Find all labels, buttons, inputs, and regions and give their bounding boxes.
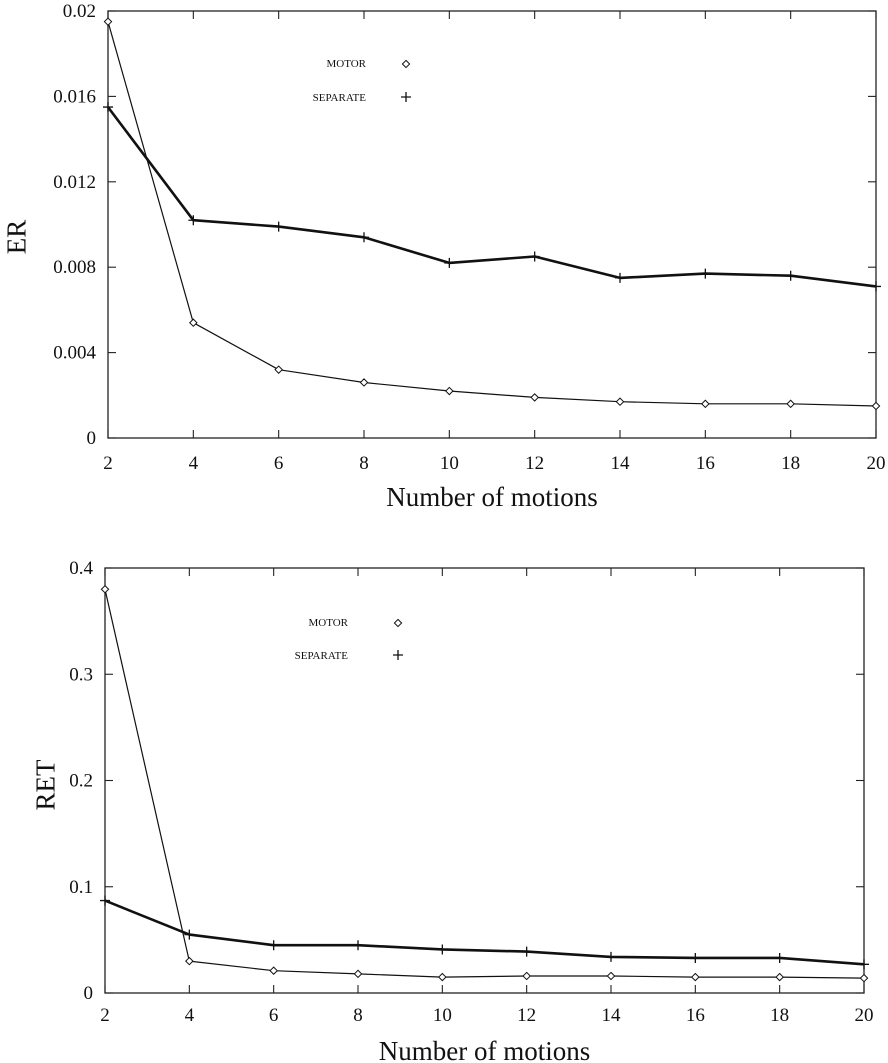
plot-frame: [107, 10, 877, 439]
ret-chart: 2 4 6 8 10 12 14 16 18 20 0 0.1 0.2 0.3 0.4 Number of m…: [30, 558, 873, 1063]
y-axis-title: ER: [1, 220, 31, 255]
x-tick-label: 6: [269, 1005, 279, 1026]
x-tick-label: 14: [602, 1005, 622, 1026]
x-tick-label: 18: [770, 1005, 789, 1026]
data-point-plus: [690, 952, 701, 963]
x-tick-label: 8: [353, 1005, 363, 1026]
y-tick-label: 0.012: [53, 172, 96, 193]
data-point-plus: [444, 257, 455, 268]
legend-label-motor: MOTOR: [308, 617, 348, 629]
x-tick-label: 10: [433, 1005, 452, 1026]
legend-marker-plus: [401, 92, 411, 102]
data-point-plus: [273, 221, 284, 232]
x-tick-label: 4: [189, 453, 199, 474]
y-tick-label: 0.016: [53, 86, 96, 107]
data-point-diamond: [185, 956, 194, 966]
data-point-diamond: [615, 397, 625, 407]
data-point-diamond: [274, 365, 283, 374]
x-tick-label: 4: [185, 1005, 195, 1026]
data-point-diamond: [530, 393, 539, 402]
x-tick-label: 6: [274, 453, 284, 474]
legend-marker-plus: [393, 650, 403, 660]
series-separate: [100, 895, 869, 970]
y-tick-label: 0: [87, 428, 97, 449]
y-tick-label: 0: [84, 983, 94, 1004]
er-chart: 2 4 6 8 10 12 14 16 18 20 0 0.004 0.008 0.012 0.016 0.0…: [1, 1, 885, 512]
data-point-diamond: [859, 973, 869, 983]
data-point-plus: [100, 895, 110, 906]
series-motor: [100, 584, 869, 983]
data-point-diamond: [359, 378, 369, 387]
data-point-plus: [871, 281, 881, 292]
data-point-diamond: [775, 972, 784, 982]
data-point-plus: [615, 272, 625, 283]
legend-label-motor: MOTOR: [326, 58, 366, 70]
y-tick-label: 0.3: [69, 664, 93, 685]
data-point-diamond: [606, 971, 616, 981]
series-separate: [103, 102, 881, 292]
legend-marker-diamond: [393, 618, 403, 628]
y-tick-label: 0.008: [53, 257, 96, 278]
y-tick-label: 0.02: [63, 1, 96, 22]
legend-label-separate: SEPARATE: [313, 92, 367, 104]
data-point-plus: [774, 952, 785, 963]
data-point-plus: [359, 232, 369, 243]
x-tick-label: 2: [103, 453, 113, 474]
data-point-plus: [184, 929, 195, 940]
x-tick-label: 16: [686, 1005, 705, 1026]
y-tick-label: 0.2: [69, 771, 93, 792]
data-point-diamond: [269, 966, 278, 975]
y-axis-title: RET: [30, 759, 60, 811]
y-tick-label: 0.1: [69, 877, 93, 898]
legend-marker-diamond: [401, 59, 411, 69]
data-point-diamond: [100, 584, 110, 594]
data-point-plus: [859, 959, 869, 970]
x-tick-label: 14: [611, 453, 631, 474]
x-axis-title: Number of motions: [386, 482, 597, 512]
data-point-plus: [521, 946, 532, 957]
x-tick-label: 2: [100, 1005, 110, 1026]
y-tick-label: 0.004: [53, 343, 96, 364]
data-point-plus: [353, 940, 363, 951]
legend-label-separate: SEPARATE: [295, 650, 349, 662]
data-point-plus: [268, 940, 279, 951]
x-tick-label: 12: [525, 453, 544, 474]
data-point-diamond: [445, 386, 454, 396]
data-point-diamond: [189, 318, 198, 328]
series-line-separate: [106, 106, 877, 288]
data-point-diamond: [691, 972, 700, 982]
series-line-motor: [107, 21, 877, 407]
x-axis-title: Number of motions: [379, 1036, 590, 1063]
x-tick-label: 12: [517, 1005, 536, 1026]
data-point-plus: [529, 251, 540, 262]
x-tick-label: 18: [781, 453, 800, 474]
data-point-diamond: [701, 399, 710, 409]
data-point-diamond: [103, 17, 113, 26]
data-point-plus: [606, 951, 616, 962]
series-line-motor: [104, 589, 865, 979]
data-point-diamond: [353, 969, 363, 979]
x-tick-label: 20: [867, 453, 886, 474]
data-point-plus: [103, 102, 113, 113]
x-tick-label: 10: [440, 453, 459, 474]
data-point-diamond: [438, 972, 447, 982]
y-tick-label: 0.4: [69, 558, 93, 579]
data-point-plus: [785, 270, 796, 281]
x-tick-label: 20: [855, 1005, 874, 1026]
plot-frame: [104, 567, 865, 994]
data-point-plus: [188, 215, 199, 226]
data-point-plus: [700, 268, 711, 279]
x-tick-label: 16: [696, 453, 715, 474]
series-motor: [103, 17, 881, 411]
data-point-plus: [437, 944, 448, 955]
series-line-separate: [104, 899, 865, 966]
x-tick-label: 8: [359, 453, 369, 474]
data-point-diamond: [871, 401, 881, 411]
data-point-diamond: [522, 971, 531, 981]
data-point-diamond: [786, 399, 795, 409]
